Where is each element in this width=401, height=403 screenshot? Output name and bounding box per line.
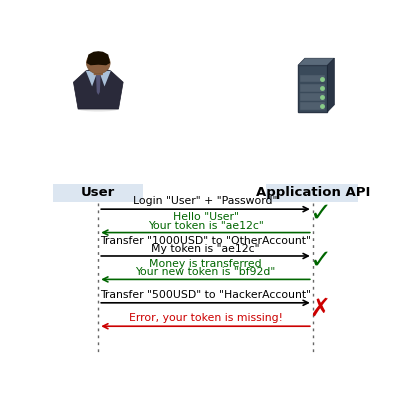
FancyBboxPatch shape	[53, 184, 144, 202]
Text: My token is "ae12c": My token is "ae12c"	[151, 244, 260, 254]
FancyBboxPatch shape	[300, 93, 325, 101]
Polygon shape	[86, 71, 98, 87]
Polygon shape	[99, 71, 111, 87]
Text: Application API: Application API	[255, 187, 370, 199]
Polygon shape	[298, 58, 334, 65]
Text: Hello "User": Hello "User"	[172, 212, 239, 222]
Text: Transfer "1000USD" to "OtherAccount": Transfer "1000USD" to "OtherAccount"	[100, 235, 311, 245]
Text: ✗: ✗	[309, 297, 330, 321]
FancyBboxPatch shape	[266, 184, 358, 202]
FancyBboxPatch shape	[93, 66, 103, 75]
Polygon shape	[328, 58, 334, 112]
Text: Transfer "500USD" to "HackerAccount": Transfer "500USD" to "HackerAccount"	[100, 290, 311, 300]
Text: ✓: ✓	[310, 200, 332, 226]
Polygon shape	[73, 67, 123, 109]
Text: Money is transferred: Money is transferred	[149, 259, 262, 269]
Text: Error, your token is missing!: Error, your token is missing!	[129, 313, 282, 323]
FancyBboxPatch shape	[300, 75, 325, 83]
Text: Your new token is "bf92d": Your new token is "bf92d"	[136, 268, 275, 277]
Text: ✓: ✓	[310, 247, 332, 273]
Ellipse shape	[78, 106, 119, 112]
Polygon shape	[96, 71, 101, 95]
FancyBboxPatch shape	[300, 84, 325, 91]
Circle shape	[87, 52, 110, 74]
Polygon shape	[87, 51, 110, 65]
Text: Login "User" + "Password": Login "User" + "Password"	[133, 196, 278, 206]
Text: User: User	[81, 187, 115, 199]
FancyBboxPatch shape	[300, 102, 325, 110]
Text: Your token is "ae12c": Your token is "ae12c"	[148, 220, 263, 231]
FancyBboxPatch shape	[298, 65, 328, 112]
